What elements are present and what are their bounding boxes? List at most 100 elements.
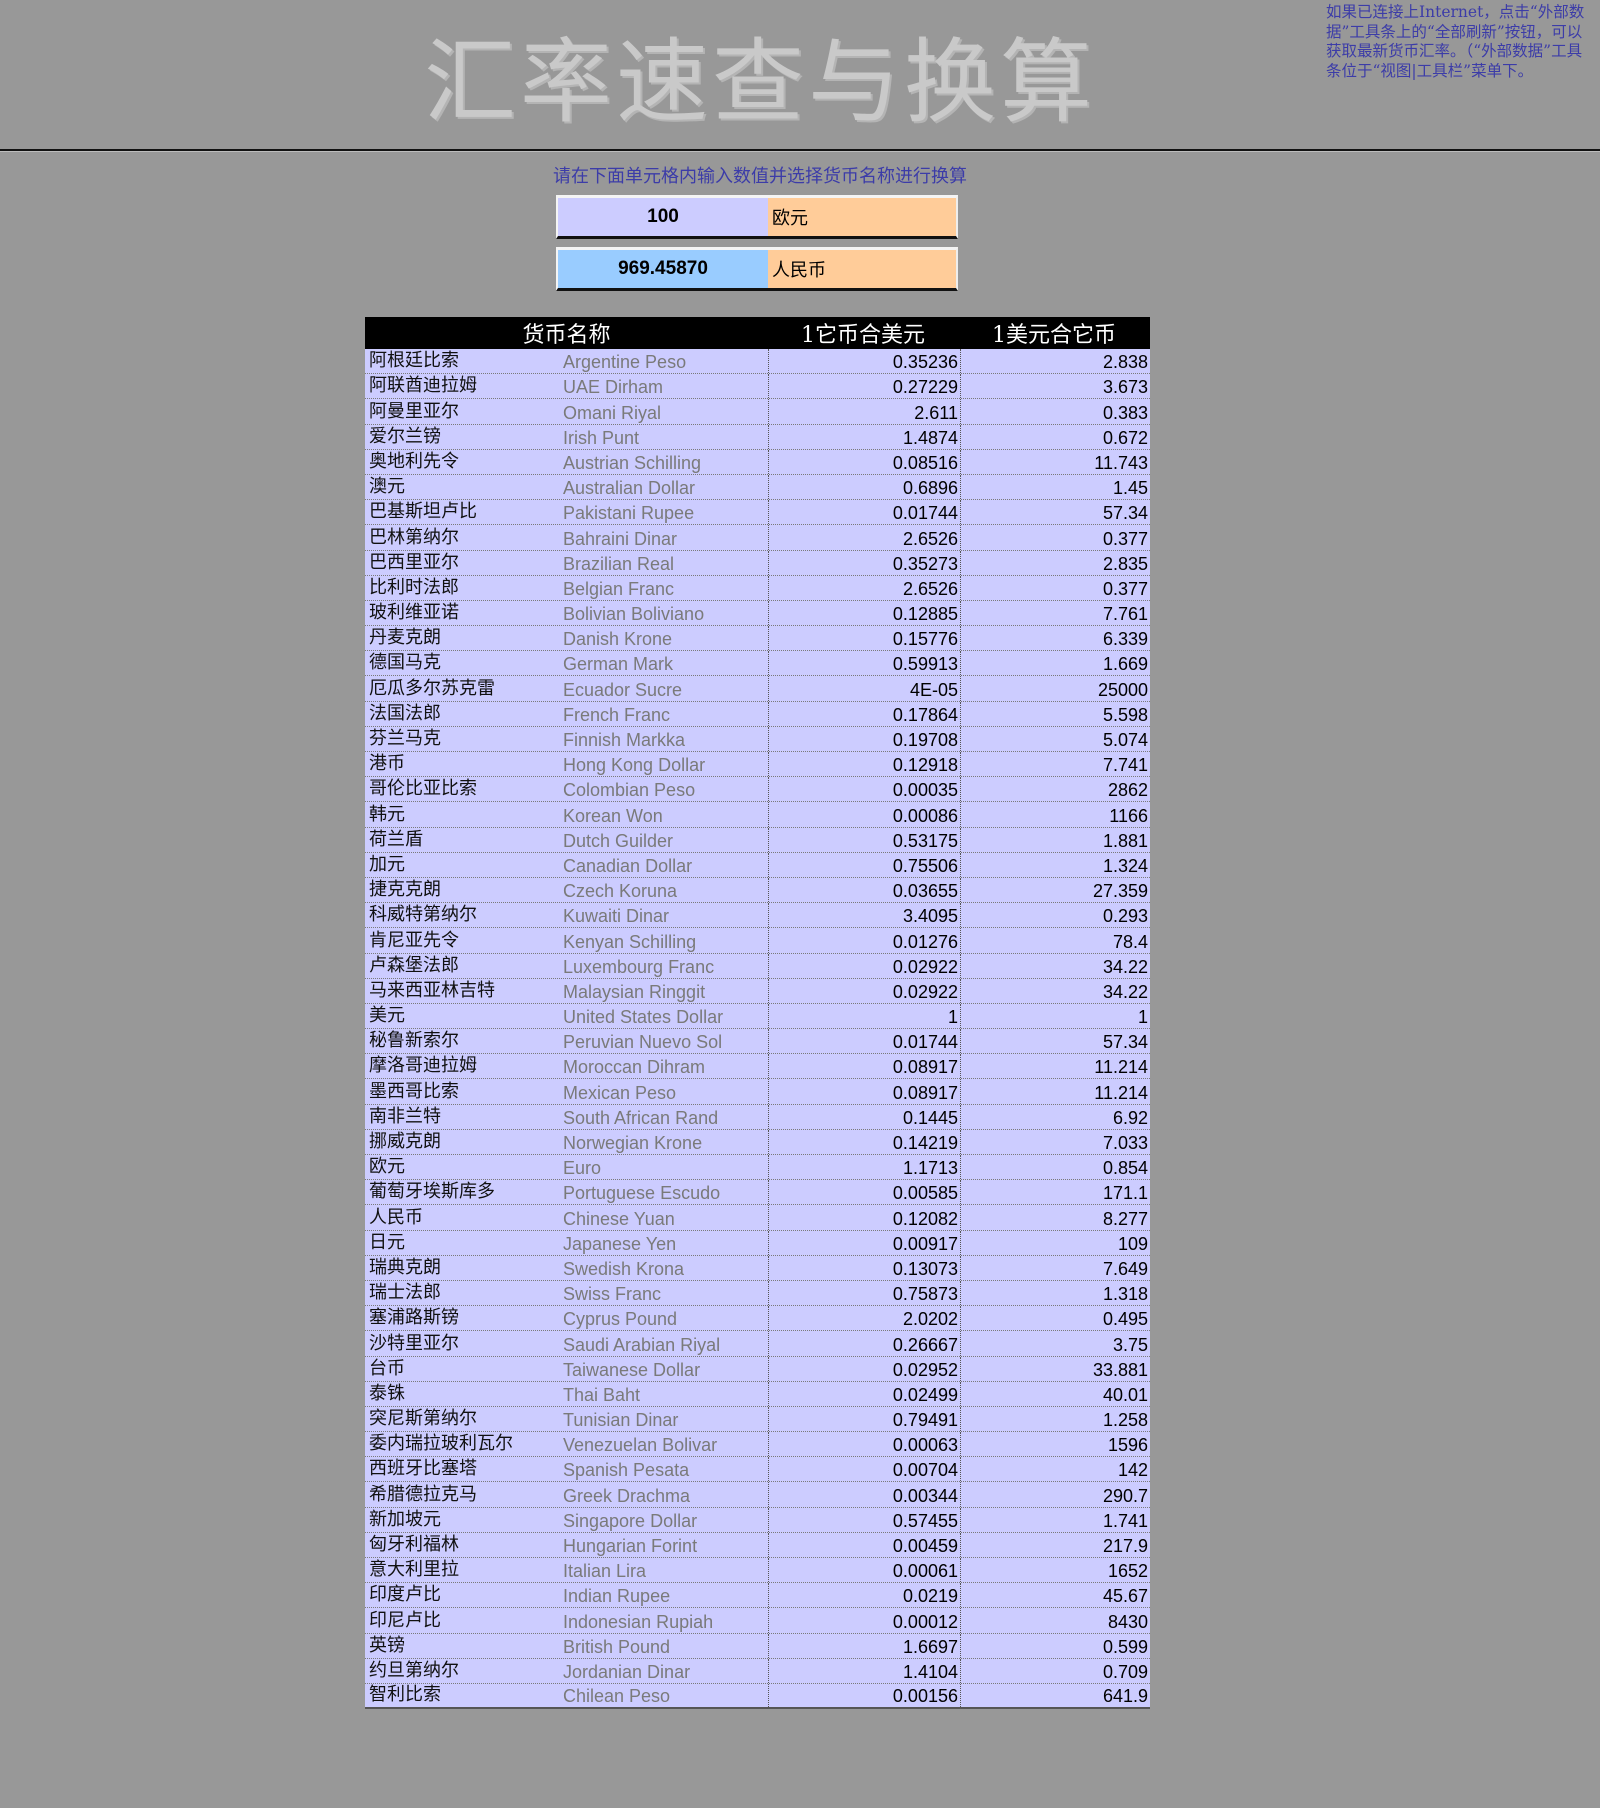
- cell-chinese-name[interactable]: 英镑: [369, 1634, 405, 1656]
- cell-from-usd[interactable]: 34.22: [960, 978, 1150, 1003]
- cell-to-usd[interactable]: 0.03655: [768, 877, 960, 903]
- cell-chinese-name[interactable]: 奥地利先令: [369, 450, 459, 472]
- cell-to-usd[interactable]: 0.02922: [768, 978, 960, 1003]
- cell-to-usd[interactable]: 0.00086: [768, 802, 960, 827]
- cell-chinese-name[interactable]: 欧元: [369, 1156, 405, 1178]
- cell-chinese-name[interactable]: 巴基斯坦卢比: [369, 501, 477, 523]
- cell-to-usd[interactable]: 0.01744: [768, 500, 960, 525]
- cell-english-name[interactable]: Hong Kong Dollar: [563, 755, 706, 776]
- cell-from-usd[interactable]: 0.599: [960, 1633, 1150, 1658]
- cell-from-usd[interactable]: 33.881: [960, 1356, 1150, 1381]
- cell-from-usd[interactable]: 5.074: [960, 726, 1150, 751]
- cell-chinese-name[interactable]: 摩洛哥迪拉姆: [369, 1055, 477, 1077]
- cell-english-name[interactable]: Irish Punt: [563, 427, 640, 448]
- cell-from-usd[interactable]: 1.45: [960, 474, 1150, 500]
- cell-from-usd[interactable]: 7.761: [960, 600, 1150, 626]
- cell-from-usd[interactable]: 40.01: [960, 1381, 1150, 1406]
- cell-english-name[interactable]: Saudi Arabian Riyal: [563, 1334, 721, 1355]
- cell-english-name[interactable]: Taiwanese Dollar: [563, 1359, 701, 1380]
- cell-to-usd[interactable]: 0.57455: [768, 1507, 960, 1532]
- cell-english-name[interactable]: Australian Dollar: [563, 478, 696, 499]
- cell-to-usd[interactable]: 0.02499: [768, 1381, 960, 1406]
- cell-chinese-name[interactable]: 瑞典克朗: [369, 1256, 441, 1278]
- cell-english-name[interactable]: British Pound: [563, 1636, 671, 1657]
- cell-english-name[interactable]: German Mark: [563, 654, 674, 675]
- cell-to-usd[interactable]: 0.12082: [768, 1205, 960, 1230]
- cell-from-usd[interactable]: 57.34: [960, 500, 1150, 525]
- cell-english-name[interactable]: Finnish Markka: [563, 730, 686, 750]
- cell-from-usd[interactable]: 641.9: [960, 1683, 1150, 1708]
- cell-from-usd[interactable]: 171.1: [960, 1180, 1150, 1205]
- cell-chinese-name[interactable]: 捷克克朗: [369, 879, 441, 901]
- cell-to-usd[interactable]: 0.00156: [768, 1683, 960, 1708]
- cell-to-usd[interactable]: 0.01276: [768, 928, 960, 953]
- cell-english-name[interactable]: Indian Rupee: [563, 1586, 671, 1607]
- cell-from-usd[interactable]: 1: [960, 1003, 1150, 1029]
- cell-english-name[interactable]: Indonesian Rupiah: [563, 1611, 714, 1632]
- cell-from-usd[interactable]: 8430: [960, 1608, 1150, 1633]
- cell-from-usd[interactable]: 7.649: [960, 1255, 1150, 1280]
- cell-chinese-name[interactable]: 塞浦路斯镑: [369, 1307, 459, 1329]
- cell-english-name[interactable]: Korean Won: [563, 805, 663, 826]
- cell-chinese-name[interactable]: 加元: [369, 853, 405, 875]
- cell-to-usd[interactable]: 0.00035: [768, 777, 960, 802]
- cell-from-usd[interactable]: 0.293: [960, 903, 1150, 928]
- cell-from-usd[interactable]: 2.835: [960, 550, 1150, 575]
- cell-chinese-name[interactable]: 德国马克: [369, 652, 441, 674]
- cell-chinese-name[interactable]: 巴林第纳尔: [369, 526, 459, 548]
- cell-english-name[interactable]: Pakistani Rupee: [563, 503, 695, 524]
- cell-to-usd[interactable]: 0.01744: [768, 1029, 960, 1054]
- cell-chinese-name[interactable]: 法国法郎: [369, 702, 441, 724]
- cell-to-usd[interactable]: 0.75873: [768, 1280, 960, 1306]
- cell-chinese-name[interactable]: 挪威克朗: [369, 1131, 441, 1152]
- cell-from-usd[interactable]: 217.9: [960, 1532, 1150, 1557]
- cell-chinese-name[interactable]: 荷兰盾: [369, 828, 423, 850]
- cell-from-usd[interactable]: 6.92: [960, 1104, 1150, 1129]
- cell-english-name[interactable]: Belgian Franc: [563, 578, 675, 599]
- cell-from-usd[interactable]: 6.339: [960, 626, 1150, 651]
- cell-chinese-name[interactable]: 芬兰马克: [369, 728, 441, 749]
- cell-english-name[interactable]: Chilean Peso: [563, 1686, 671, 1707]
- cell-chinese-name[interactable]: 美元: [369, 1005, 405, 1027]
- cell-to-usd[interactable]: 0.00344: [768, 1482, 960, 1507]
- cell-english-name[interactable]: Brazilian Real: [563, 553, 675, 574]
- cell-english-name[interactable]: Singapore Dollar: [563, 1510, 698, 1531]
- cell-chinese-name[interactable]: 突尼斯第纳尔: [369, 1408, 477, 1430]
- cell-english-name[interactable]: Ecuador Sucre: [563, 679, 683, 700]
- cell-chinese-name[interactable]: 阿联酋迪拉姆: [369, 375, 477, 397]
- cell-from-usd[interactable]: 1596: [960, 1432, 1150, 1457]
- cell-english-name[interactable]: Bolivian Boliviano: [563, 604, 705, 625]
- cell-from-usd[interactable]: 290.7: [960, 1482, 1150, 1507]
- cell-english-name[interactable]: Euro: [563, 1158, 602, 1179]
- cell-to-usd[interactable]: 0.0219: [768, 1583, 960, 1608]
- cell-to-usd[interactable]: 1.6697: [768, 1633, 960, 1658]
- cell-english-name[interactable]: French Franc: [563, 704, 671, 725]
- cell-english-name[interactable]: Tunisian Dinar: [563, 1410, 679, 1431]
- cell-chinese-name[interactable]: 意大利里拉: [369, 1559, 459, 1581]
- cell-english-name[interactable]: Hungarian Forint: [563, 1536, 698, 1556]
- cell-from-usd[interactable]: 0.495: [960, 1306, 1150, 1331]
- cell-english-name[interactable]: Jordanian Dinar: [563, 1661, 691, 1682]
- cell-english-name[interactable]: Canadian Dollar: [563, 855, 693, 876]
- cell-chinese-name[interactable]: 爱尔兰镑: [369, 425, 441, 447]
- cell-english-name[interactable]: Dutch Guilder: [563, 830, 674, 851]
- cell-chinese-name[interactable]: 人民币: [369, 1206, 423, 1228]
- cell-from-usd[interactable]: 142: [960, 1457, 1150, 1482]
- cell-from-usd[interactable]: 78.4: [960, 928, 1150, 953]
- cell-chinese-name[interactable]: 约旦第纳尔: [369, 1659, 459, 1681]
- cell-chinese-name[interactable]: 沙特里亚尔: [369, 1332, 459, 1354]
- input-currency-select[interactable]: 欧元: [768, 198, 956, 236]
- cell-to-usd[interactable]: 0.08917: [768, 1079, 960, 1104]
- cell-to-usd[interactable]: 0.6896: [768, 474, 960, 500]
- cell-english-name[interactable]: Norwegian Krone: [563, 1133, 703, 1153]
- cell-english-name[interactable]: Mexican Peso: [563, 1082, 677, 1103]
- cell-chinese-name[interactable]: 哥伦比亚比索: [369, 778, 477, 800]
- output-currency-select[interactable]: 人民币: [768, 250, 956, 288]
- cell-to-usd[interactable]: 1.4104: [768, 1658, 960, 1683]
- cell-english-name[interactable]: Chinese Yuan: [563, 1208, 675, 1229]
- cell-from-usd[interactable]: 0.709: [960, 1658, 1150, 1683]
- cell-chinese-name[interactable]: 玻利维亚诺: [369, 602, 459, 624]
- cell-from-usd[interactable]: 1.258: [960, 1406, 1150, 1432]
- cell-chinese-name[interactable]: 秘鲁新索尔: [369, 1030, 459, 1052]
- cell-chinese-name[interactable]: 新加坡元: [369, 1508, 441, 1530]
